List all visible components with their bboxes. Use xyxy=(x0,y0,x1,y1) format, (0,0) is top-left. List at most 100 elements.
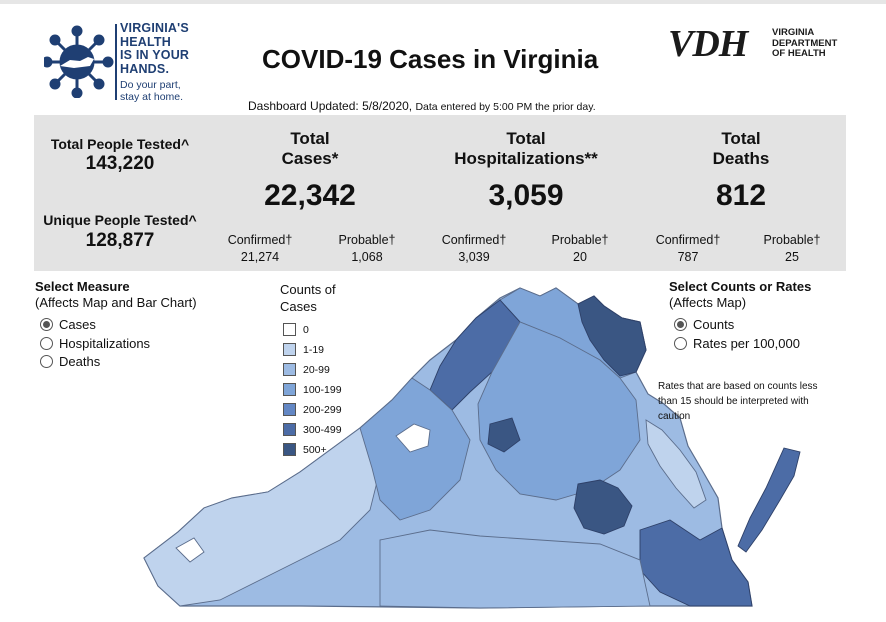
confirmed-label: Confirmed† xyxy=(441,233,507,247)
total-cases-value: 22,342 xyxy=(264,179,356,212)
measure-option-cases[interactable]: Cases xyxy=(40,317,96,332)
confirmed-value: 3,039 xyxy=(458,250,490,264)
vdh-name: VIRGINIA DEPARTMENT OF HEALTH xyxy=(772,27,838,60)
probable-value: 1,068 xyxy=(351,250,383,264)
legend-label: 0 xyxy=(303,323,309,336)
legend-swatch xyxy=(283,403,296,416)
total-deaths-label: Total Deaths xyxy=(641,129,841,169)
probable-value: 20 xyxy=(573,250,587,264)
legend-label: 500+ xyxy=(303,443,327,456)
vdh-name-line: VIRGINIA xyxy=(772,27,815,38)
vdh-logo: VDH VIRGINIA DEPARTMENT OF HEALTH xyxy=(668,24,848,64)
cases-probable: Probable† 1,068 xyxy=(312,232,422,266)
map-region-northern-virginia xyxy=(577,295,647,377)
legend-label: 300-499 xyxy=(303,423,342,436)
legend-swatch xyxy=(283,363,296,376)
total-hospitalizations-label: Total Hospitalizations** xyxy=(426,129,626,169)
counts-rates-subtitle: (Affects Map) xyxy=(669,295,747,310)
rates-caution-note: Rates that are based on counts less than… xyxy=(658,381,818,422)
map-region-richmond xyxy=(573,479,633,535)
confirmed-label: Confirmed† xyxy=(227,233,293,247)
deaths-probable: Probable† 25 xyxy=(740,232,844,266)
logo-line: VIRGINIA'S xyxy=(120,21,189,35)
logo-tagline: Do your part, stay at home. xyxy=(120,79,184,103)
map-region-hampton-roads xyxy=(639,519,753,607)
label-line: Total xyxy=(721,129,761,148)
logo-line: HEALTH xyxy=(120,34,171,49)
select-measure-title: Select Measure xyxy=(35,279,130,294)
page-title: COVID-19 Cases in Virginia xyxy=(262,44,599,74)
radio-selected-icon[interactable] xyxy=(40,318,53,331)
measure-option-hospitalizations[interactable]: Hospitalizations xyxy=(40,336,150,351)
label-line: Hospitalizations** xyxy=(454,149,598,168)
map-region-harrisonburg xyxy=(487,417,521,453)
option-label: Counts xyxy=(693,317,735,332)
legend-label: 20-99 xyxy=(303,363,330,376)
legend-item: 0 xyxy=(283,323,309,336)
probable-label: Probable† xyxy=(763,233,821,247)
dashboard-updated: Dashboard Updated: 5/8/2020, Data entere… xyxy=(248,99,596,113)
radio-dot xyxy=(677,321,684,328)
radio-icon[interactable] xyxy=(40,337,53,350)
confirmed-value: 21,274 xyxy=(240,250,280,264)
unique-tested-label: Unique People Tested^ xyxy=(43,212,197,228)
legend-swatch xyxy=(283,443,296,456)
select-measure-subtitle: (Affects Map and Bar Chart) xyxy=(35,295,197,310)
legend-item: 20-99 xyxy=(283,363,330,376)
radio-icon[interactable] xyxy=(40,355,53,368)
virus-icon xyxy=(44,25,114,98)
legend-label: 100-199 xyxy=(303,383,342,396)
probable-label: Probable† xyxy=(338,233,396,247)
top-rule xyxy=(0,0,886,4)
option-label: Deaths xyxy=(59,354,101,369)
map-region-zero-county xyxy=(395,423,431,453)
label-line: Cases* xyxy=(281,149,339,168)
radio-icon[interactable] xyxy=(674,337,687,350)
virginia-health-logo: VIRGINIA'S HEALTH IS IN YOUR HANDS. Do y… xyxy=(44,21,204,108)
logo-tagline-line: stay at home. xyxy=(120,90,184,103)
legend-item: 200-299 xyxy=(283,403,342,416)
legend-item: 1-19 xyxy=(283,343,324,356)
legend-item: 100-199 xyxy=(283,383,342,396)
map-region-central xyxy=(477,321,641,501)
total-tested-label: Total People Tested^ xyxy=(50,136,190,152)
updated-note: Data entered by 5:00 PM the prior day. xyxy=(415,101,596,113)
measure-option-deaths[interactable]: Deaths xyxy=(40,354,100,369)
option-label: Rates per 100,000 xyxy=(693,336,800,351)
radio-selected-icon[interactable] xyxy=(674,318,687,331)
deaths-confirmed: Confirmed† 787 xyxy=(638,232,738,266)
total-tested-value: 143,220 xyxy=(85,153,155,174)
display-option-counts[interactable]: Counts xyxy=(674,317,734,332)
legend-title: Counts of Cases xyxy=(280,281,336,315)
stats-panel: Total People Tested^ 143,220 Unique Peop… xyxy=(34,115,846,271)
label-line: Deaths xyxy=(712,149,770,168)
legend-swatch xyxy=(283,423,296,436)
unique-tested-value: 128,877 xyxy=(85,230,155,251)
map-region-southside xyxy=(379,529,651,609)
counts-rates-title: Select Counts or Rates xyxy=(669,279,812,294)
display-option-rates[interactable]: Rates per 100,000 xyxy=(674,336,800,351)
logo-wordmark: VIRGINIA'S HEALTH IS IN YOUR HANDS. xyxy=(120,21,189,76)
legend-label: 200-299 xyxy=(303,403,342,416)
label-line: Total xyxy=(506,129,546,148)
legend-title-line: Counts of xyxy=(280,282,336,297)
legend-label: 1-19 xyxy=(303,343,325,356)
logo-divider xyxy=(115,24,117,100)
logo-line: HANDS. xyxy=(120,61,170,76)
map-region-northern-neck xyxy=(645,419,707,509)
map-region-eastern-shore xyxy=(737,447,801,553)
probable-label: Probable† xyxy=(551,233,609,247)
logo-tagline-line: Do your part, xyxy=(120,79,181,91)
confirmed-label: Confirmed† xyxy=(655,233,721,247)
legend-item: 300-499 xyxy=(283,423,342,436)
vdh-name-line: DEPARTMENT xyxy=(772,37,838,49)
legend-item: 500+ xyxy=(283,443,327,456)
option-label: Cases xyxy=(59,317,96,332)
hospitalizations-probable: Probable† 20 xyxy=(526,232,634,266)
vdh-mark: VDH xyxy=(668,23,748,65)
map-region-zero-county xyxy=(175,537,205,563)
legend-swatch xyxy=(283,323,296,336)
legend-title-line: Cases xyxy=(280,299,317,314)
probable-value: 25 xyxy=(785,250,799,264)
